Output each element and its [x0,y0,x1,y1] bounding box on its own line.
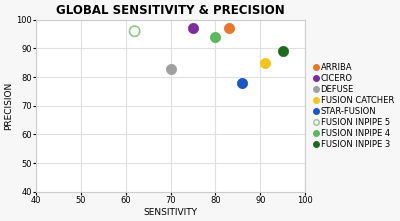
Y-axis label: PRECISION: PRECISION [4,82,13,130]
Point [167,67,174,70]
X-axis label: SENSITIVITY: SENSITIVITY [144,208,198,217]
Point [212,35,219,39]
Point [280,50,286,53]
Point [262,61,268,65]
Point [226,27,232,30]
Point [190,27,196,30]
Point [239,81,246,85]
Title: GLOBAL SENSITIVITY & PRECISION: GLOBAL SENSITIVITY & PRECISION [56,4,285,17]
Legend: ARRIBA, CICERO, DEFUSE, FUSION CATCHER, STAR-FUSION, FUSION INPIPE 5, FUSION INP: ARRIBA, CICERO, DEFUSE, FUSION CATCHER, … [312,61,396,151]
Point [132,29,138,33]
